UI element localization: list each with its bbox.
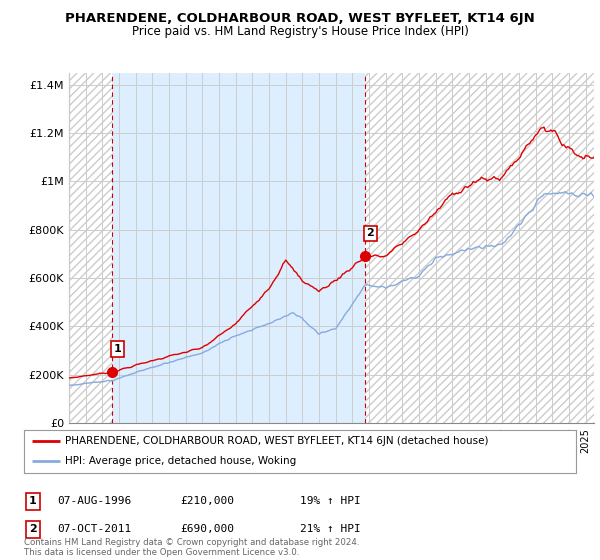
Text: £210,000: £210,000 xyxy=(180,496,234,506)
Text: 2: 2 xyxy=(29,524,37,534)
Text: PHARENDENE, COLDHARBOUR ROAD, WEST BYFLEET, KT14 6JN (detached house): PHARENDENE, COLDHARBOUR ROAD, WEST BYFLE… xyxy=(65,436,489,446)
Bar xyxy=(365,73,594,423)
Text: 1: 1 xyxy=(29,496,37,506)
Bar xyxy=(112,73,365,423)
Bar xyxy=(69,73,112,423)
Text: Contains HM Land Registry data © Crown copyright and database right 2024.
This d: Contains HM Land Registry data © Crown c… xyxy=(24,538,359,557)
Text: 21% ↑ HPI: 21% ↑ HPI xyxy=(300,524,361,534)
Text: PHARENDENE, COLDHARBOUR ROAD, WEST BYFLEET, KT14 6JN: PHARENDENE, COLDHARBOUR ROAD, WEST BYFLE… xyxy=(65,12,535,25)
Text: 1: 1 xyxy=(113,344,121,354)
Text: £690,000: £690,000 xyxy=(180,524,234,534)
Text: 2: 2 xyxy=(366,228,374,239)
Text: Price paid vs. HM Land Registry's House Price Index (HPI): Price paid vs. HM Land Registry's House … xyxy=(131,25,469,38)
Text: 07-AUG-1996: 07-AUG-1996 xyxy=(57,496,131,506)
Text: 07-OCT-2011: 07-OCT-2011 xyxy=(57,524,131,534)
Text: 19% ↑ HPI: 19% ↑ HPI xyxy=(300,496,361,506)
Text: HPI: Average price, detached house, Woking: HPI: Average price, detached house, Woki… xyxy=(65,456,296,466)
Bar xyxy=(69,73,112,423)
